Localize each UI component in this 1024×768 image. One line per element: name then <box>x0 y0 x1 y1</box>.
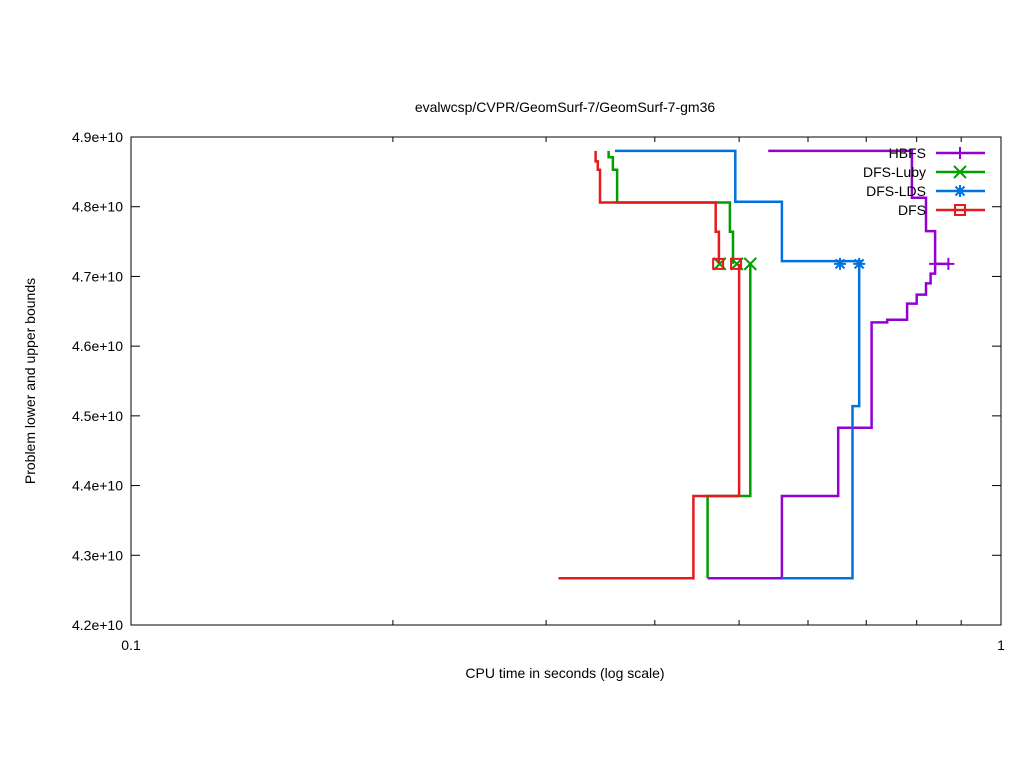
legend-label: DFS <box>898 202 926 218</box>
series-marker-cross <box>953 165 967 179</box>
y-tick-label: 4.6e+10 <box>72 338 123 354</box>
series-line-upper <box>607 150 735 264</box>
legend-entry: HBFS <box>889 145 985 161</box>
y-tick-label: 4.8e+10 <box>72 199 123 215</box>
series-line-lower <box>781 263 861 580</box>
series-hbfs <box>707 149 955 580</box>
x-axis-label: CPU time in seconds (log scale) <box>465 665 664 681</box>
y-tick-label: 4.2e+10 <box>72 617 123 633</box>
x-tick-label: 1 <box>997 637 1005 653</box>
series-marker-star <box>954 185 966 197</box>
x-tick-label: 0.1 <box>121 637 141 653</box>
plot-frame <box>130 136 1002 626</box>
series-line-lower <box>707 262 949 580</box>
series-marker-plus <box>929 257 942 270</box>
series-marker-square <box>712 257 725 270</box>
legend-label: DFS-Luby <box>863 164 926 180</box>
series-marker-square <box>954 204 966 216</box>
series-marker-plus <box>942 257 955 270</box>
axis-ticks: 4.2e+10 4.3e+10 4.4e+10 4.5e+10 4.6e+10 4.7e+… <box>72 129 1005 653</box>
series-marker-star <box>833 257 846 270</box>
series-line-upper <box>615 149 863 264</box>
legend-entry: DFS-Luby <box>863 164 985 180</box>
y-tick-label: 4.4e+10 <box>72 478 123 494</box>
series-layer <box>558 149 955 580</box>
series-dfs-lds <box>615 149 866 580</box>
y-tick-label: 4.7e+10 <box>72 268 123 284</box>
series-dfs <box>558 150 743 580</box>
legend-label: DFS-LDS <box>866 183 926 199</box>
y-tick-label: 4.3e+10 <box>72 547 123 563</box>
series-line-upper <box>594 150 721 264</box>
series-marker-cross <box>743 257 757 271</box>
legend-entry: DFS-LDS <box>866 183 985 199</box>
series-line-upper <box>768 149 937 264</box>
series-marker-plus <box>954 147 966 159</box>
y-tick-label: 4.5e+10 <box>72 408 123 424</box>
chart-title: evalwcsp/CVPR/GeomSurf-7/GeomSurf-7-gm36 <box>415 99 716 115</box>
legend-label: HBFS <box>889 145 926 161</box>
series-marker-square <box>730 257 743 270</box>
series-line-lower <box>706 263 752 579</box>
legend: HBFS DFS-Luby DFS-LDS DFS <box>863 145 985 218</box>
legend-entry: DFS <box>898 202 985 218</box>
y-axis-label: Problem lower and upper bounds <box>22 278 38 484</box>
series-dfs-luby <box>607 150 757 579</box>
series-line-lower <box>558 263 741 580</box>
series-marker-star <box>853 257 866 270</box>
y-tick-label: 4.9e+10 <box>72 129 123 145</box>
